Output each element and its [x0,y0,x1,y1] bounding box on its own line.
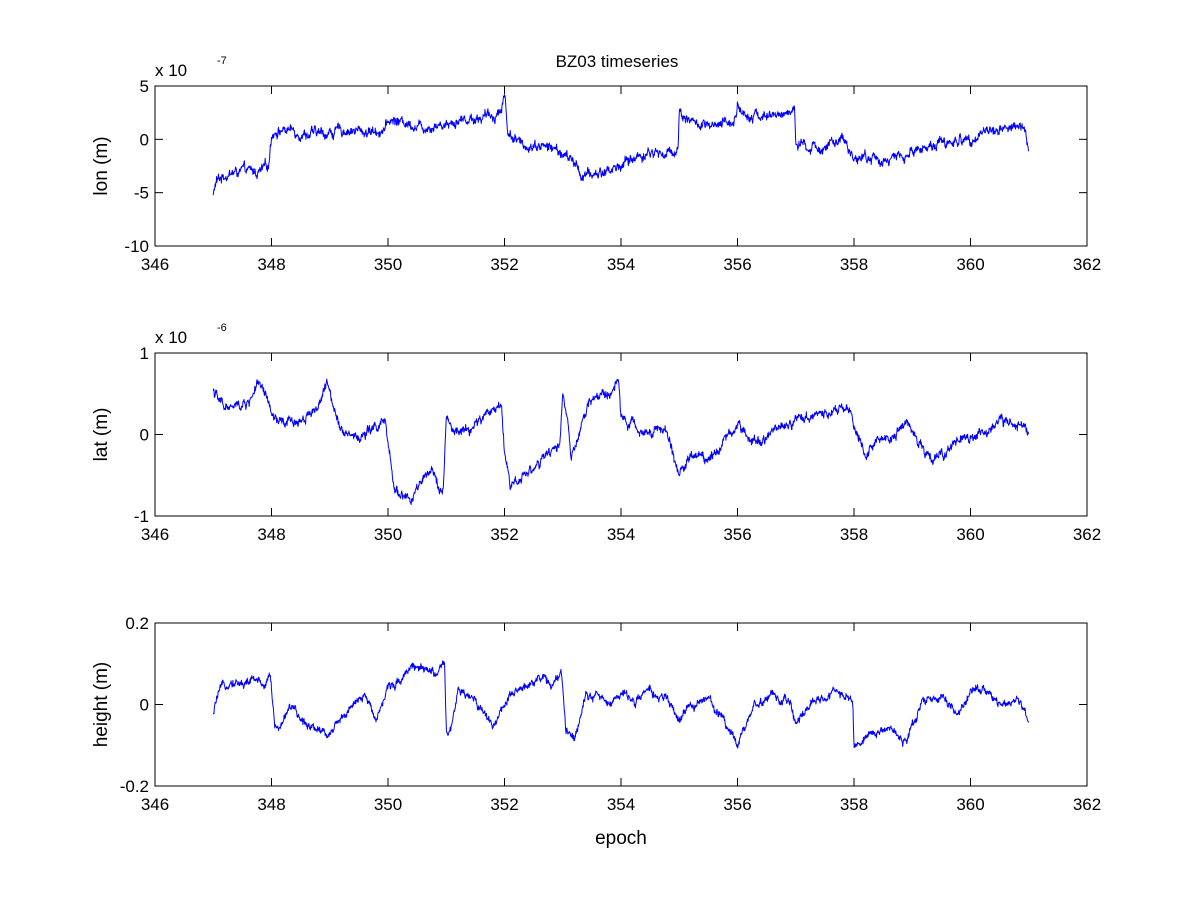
lat-xtick-label: 346 [141,525,169,544]
lat-ytick-label: 0 [140,426,149,445]
lon-xtick-label: 354 [607,255,635,274]
lon-ytick-label: -10 [124,237,149,256]
height-xtick-label: 356 [723,795,751,814]
lon-xtick-label: 362 [1073,255,1101,274]
height-ytick-label: -0.2 [120,777,149,796]
lat-subplot: 346 348 350 352 354 356 358 360 362 -1 0 1 lat (m) x … [91,322,1101,544]
lon-xtick-label: 356 [723,255,751,274]
height-series-line [212,660,1030,749]
lat-ytick-label: -1 [134,507,149,526]
lon-ylabel: lon (m) [91,136,112,195]
lat-xtick-label: 362 [1073,525,1101,544]
lat-ytick-label: 1 [140,344,149,363]
lon-xtick-label: 360 [956,255,984,274]
height-xtick-label: 348 [257,795,285,814]
lon-ytick-label: 5 [140,77,149,96]
height-xtick-label: 346 [141,795,169,814]
height-xtick-label: 352 [490,795,518,814]
lon-xtick-label: 352 [490,255,518,274]
lat-xtick-label: 348 [257,525,285,544]
lat-series-line [212,378,1030,506]
lon-xtick-label: 346 [141,255,169,274]
height-ylabel: height (m) [91,662,112,748]
lon-xtick-label: 348 [257,255,285,274]
lat-exponent-power: -6 [217,322,227,334]
lat-xtick-label: 358 [840,525,868,544]
lat-ylabel: lat (m) [91,408,112,462]
lat-exponent-base: x 10 [155,328,187,347]
lat-xtick-label: 356 [723,525,751,544]
lat-xtick-label: 354 [607,525,635,544]
height-xtick-label: 360 [956,795,984,814]
height-ytick-label: 0.2 [125,614,149,633]
lon-subplot: 346 348 350 352 354 356 358 360 362 -10 -5 0 5 lon (m… [91,55,1101,274]
height-xtick-label: 362 [1073,795,1101,814]
height-xlabel: epoch [595,828,647,849]
lon-exponent-base: x 10 [155,61,187,80]
height-xtick-label: 354 [607,795,635,814]
height-xtick-label: 358 [840,795,868,814]
lon-ytick-label: -5 [134,184,149,203]
height-subplot: 346 348 350 352 354 356 358 360 362 -0.2 0 0.2 heigh… [91,614,1101,849]
lon-series-line [212,94,1030,196]
height-ytick-label: 0 [140,696,149,715]
lon-xtick-label: 350 [374,255,402,274]
lat-xtick-label: 352 [490,525,518,544]
lon-exponent-power: -7 [217,55,227,67]
height-xtick-label: 350 [374,795,402,814]
lon-ytick-label: 0 [140,130,149,149]
lon-xtick-label: 358 [840,255,868,274]
figure-title: BZ03 timeseries [556,52,679,71]
lat-xtick-label: 360 [956,525,984,544]
lat-xtick-label: 350 [374,525,402,544]
